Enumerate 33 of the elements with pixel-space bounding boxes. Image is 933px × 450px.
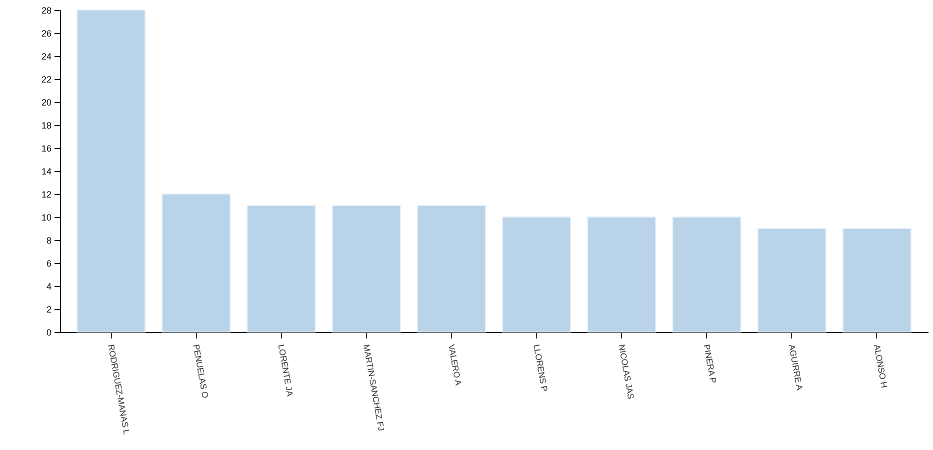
x-tick-label: NICOLAS JAS: [616, 344, 636, 400]
y-tick-label: 22: [41, 74, 52, 84]
bar: [502, 216, 572, 332]
y-tick-label: 0: [46, 328, 52, 338]
y-tick-label: 26: [41, 28, 52, 38]
x-tick-label: LORENTE JA: [276, 344, 296, 398]
bar: [587, 216, 656, 332]
x-tick-label: LLORENS P: [532, 344, 550, 393]
bar: [416, 205, 486, 332]
y-tick-label: 24: [41, 52, 52, 62]
y-tick-label: 4: [46, 282, 52, 292]
y-tick-label: 18: [41, 120, 52, 130]
y-tick-label: 2: [46, 304, 52, 314]
x-tick-label: VALERO A: [446, 344, 464, 386]
y-tick-label: 28: [41, 6, 52, 16]
y-tick-label: 10: [41, 212, 52, 222]
bar: [842, 228, 912, 332]
y-tick-label: 6: [46, 258, 52, 268]
x-tick-label: ALONSO H: [872, 344, 890, 389]
bar: [76, 10, 146, 332]
x-tick-label: PENUELAS O: [191, 344, 211, 400]
bar: [246, 205, 316, 332]
bar: [332, 205, 401, 332]
bar: [672, 216, 742, 332]
x-tick-label: AGUIRRE A: [786, 344, 805, 392]
bar: [757, 228, 826, 332]
y-tick-label: 16: [41, 144, 52, 154]
bar: [162, 194, 231, 332]
x-tick-label: PINERA P: [702, 344, 719, 384]
y-tick-label: 8: [46, 236, 52, 246]
y-tick-label: 12: [41, 190, 52, 200]
y-tick-label: 14: [41, 166, 52, 176]
y-tick-label: 20: [41, 98, 52, 108]
